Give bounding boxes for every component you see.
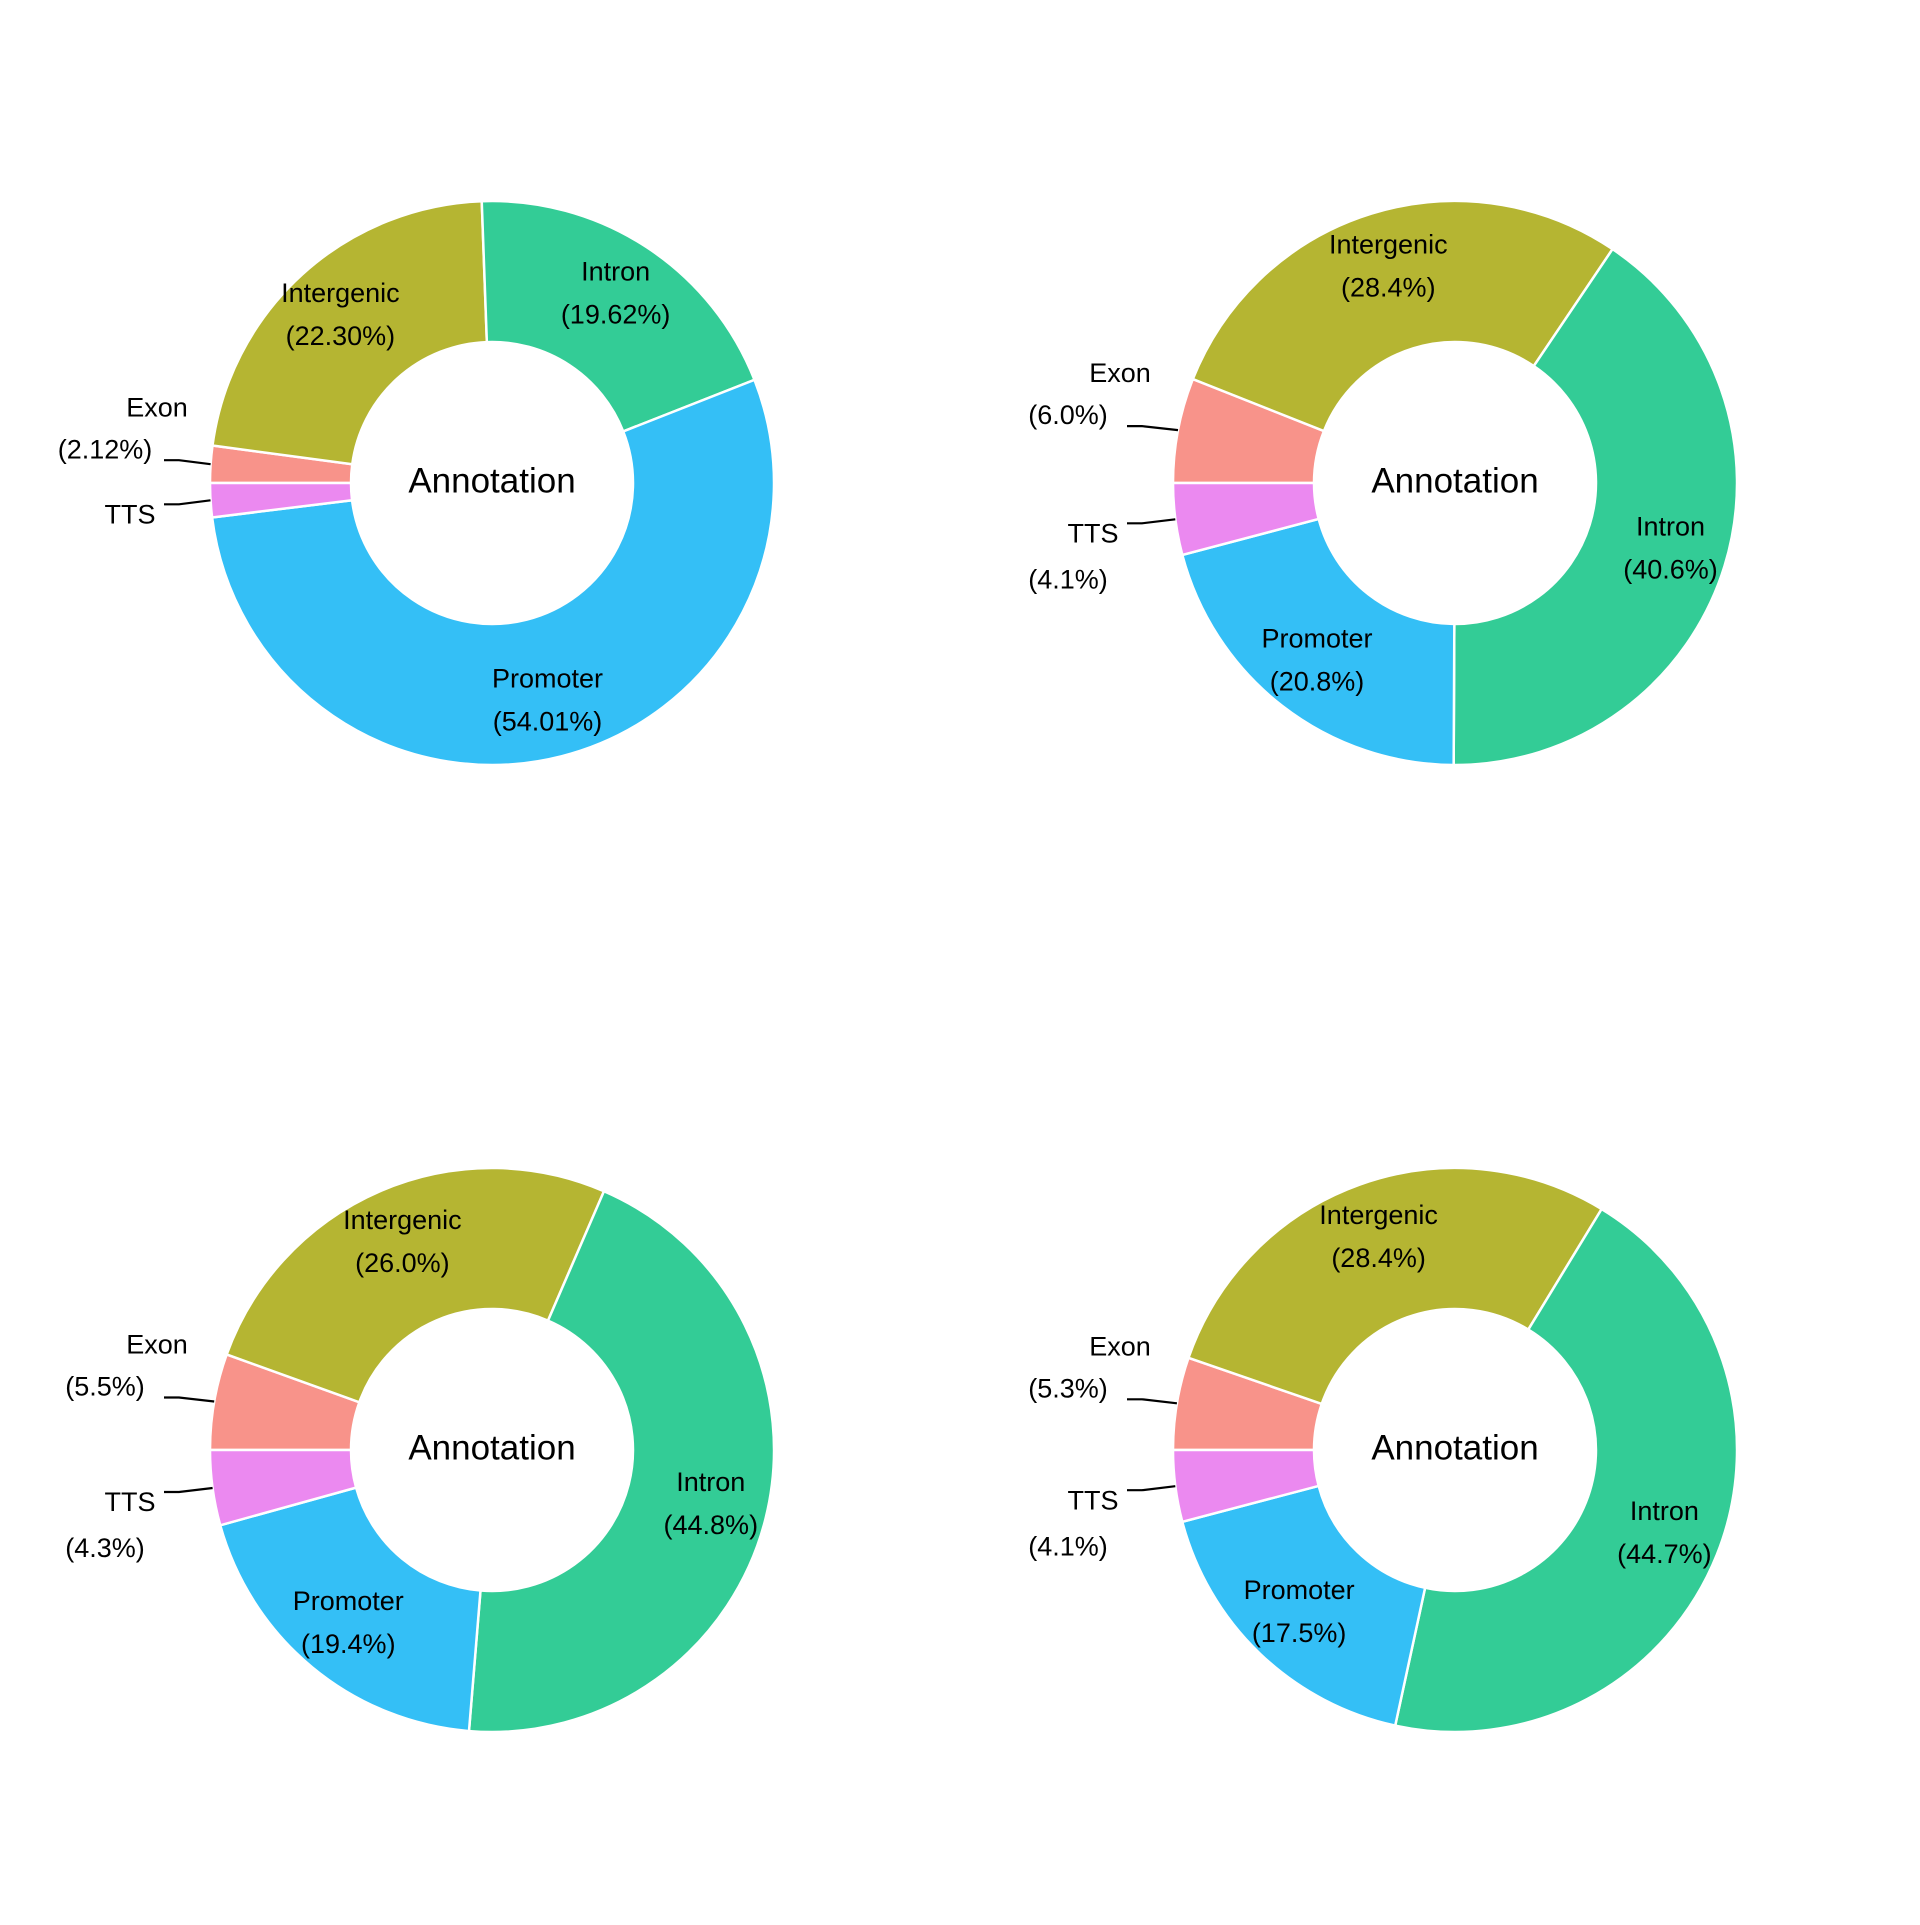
label-value-tts: (4.1%) [1028,1531,1108,1561]
label-value-promoter: (19.4%) [301,1629,396,1659]
donut-chart-4: Exon (5.3%) Intergenic (28.4%) Intron (44.7%)… [1028,1166,1739,1734]
label-name-tts: TTS [105,1487,156,1517]
leader-tts [164,1486,213,1494]
slice-intergenic [1186,1166,1604,1406]
label-name-promoter: Promoter [1261,623,1372,653]
label-value-exon: (5.3%) [1028,1373,1108,1403]
center-label: Annotation [1371,461,1538,500]
label-name-exon: Exon [126,1330,188,1360]
label-name-exon: Exon [126,392,188,422]
label-value-intergenic: (28.4%) [1341,273,1436,303]
center-label: Annotation [408,461,575,500]
center-label: Annotation [1371,1428,1538,1467]
label-name-intron: Intron [1630,1496,1699,1526]
label-name-intergenic: Intergenic [1319,1200,1438,1230]
donut-chart-3: Exon (5.5%) Intergenic (26.0%) Intron (44.8%)… [65,1166,776,1734]
label-value-intron: (40.6%) [1623,555,1718,585]
label-name-promoter: Promoter [293,1586,404,1616]
label-value-intergenic: (28.4%) [1331,1243,1426,1273]
slice-promoter [218,1486,482,1733]
label-value-tts: (4.1%) [1028,564,1108,594]
label-value-promoter: (20.8%) [1270,666,1365,696]
label-name-tts: TTS [1068,1485,1119,1515]
label-name-promoter: Promoter [492,664,603,694]
label-value-intron: (44.7%) [1617,1539,1712,1569]
slice-intron [480,199,757,434]
label-name-intergenic: Intergenic [1329,230,1448,260]
label-name-tts: TTS [105,499,156,529]
label-name-promoter: Promoter [1244,1575,1355,1605]
label-value-exon: (6.0%) [1028,400,1108,430]
slice-tts [1171,481,1321,557]
slice-intergenic [211,199,489,466]
label-value-exon: (2.12%) [58,434,153,464]
slice-tts [208,481,354,519]
leader-exon [164,1396,215,1403]
label-value-promoter: (54.01%) [493,707,603,737]
slice-promoter [1180,1484,1427,1728]
donut-chart-2: Exon (6.0%) Intergenic (28.4%) Intron (40.6%)… [1028,199,1739,767]
leader-tts [164,499,211,506]
label-value-intergenic: (22.30%) [286,321,396,351]
slice-promoter [210,378,776,767]
label-value-intron: (19.62%) [561,300,671,330]
leader-tts [1127,518,1176,525]
donut-chart-1: Exon (2.12%) Intergenic (22.30%) Intron (19.6… [58,199,776,767]
slice-tts [208,1448,358,1527]
slice-promoter [1180,517,1456,767]
leader-exon [164,459,211,466]
slice-intergenic [225,1166,606,1404]
label-name-intron: Intron [1636,512,1705,542]
leader-exon [1127,1398,1178,1405]
label-value-promoter: (17.5%) [1252,1618,1347,1648]
label-value-intergenic: (26.0%) [355,1248,450,1278]
label-name-exon: Exon [1089,1331,1151,1361]
leader-exon [1127,425,1179,432]
label-name-intron: Intron [581,257,650,287]
label-name-tts: TTS [1068,518,1119,548]
slice-tts [1171,1448,1321,1524]
label-value-intron: (44.8%) [664,1510,759,1540]
label-name-intron: Intron [676,1467,745,1497]
label-name-intergenic: Intergenic [281,278,400,308]
label-value-exon: (5.5%) [65,1372,145,1402]
label-name-intergenic: Intergenic [343,1205,462,1235]
label-name-exon: Exon [1089,358,1151,388]
label-value-tts: (4.3%) [65,1533,145,1563]
slice-intron [1452,247,1739,767]
slice-intron [1393,1207,1739,1734]
slice-intergenic [1191,199,1615,433]
leader-tts [1127,1485,1176,1492]
center-label: Annotation [408,1428,575,1467]
slice-intron [467,1189,776,1734]
